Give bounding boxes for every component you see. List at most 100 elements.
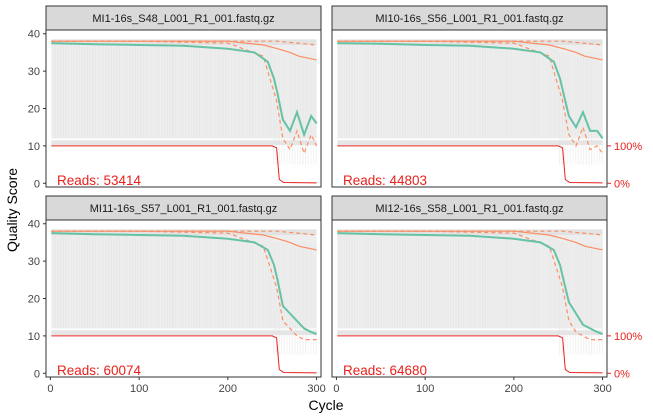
density-column (476, 44, 478, 139)
density-column (140, 234, 142, 329)
density-column (241, 44, 243, 139)
density-column (383, 44, 385, 139)
density-column (195, 44, 198, 139)
density-column (348, 234, 351, 329)
density-column (273, 242, 275, 355)
density-column (124, 234, 126, 329)
y-tick-label: 30 (28, 256, 40, 268)
density-column (444, 234, 446, 329)
density-column (535, 44, 537, 139)
density-column (495, 234, 497, 329)
density-column (171, 44, 174, 139)
quality-density-heatmap (337, 39, 603, 165)
density-column (89, 234, 91, 329)
density-column (535, 234, 537, 329)
x-axis-title: Cycle (308, 397, 343, 413)
density-band (337, 140, 603, 146)
density-column (434, 234, 436, 329)
density-column (487, 234, 489, 329)
density-column (492, 234, 494, 329)
density-column (132, 234, 134, 329)
reads-label: Reads: 53414 (57, 173, 142, 188)
density-column (140, 44, 142, 139)
y-tick-label: 20 (28, 104, 40, 116)
density-column (235, 44, 238, 139)
density-column (503, 234, 505, 329)
density-column (460, 44, 462, 139)
x-tick-label: 200 (219, 383, 237, 395)
density-column (457, 234, 460, 329)
density-column (378, 44, 380, 139)
y-tick-label: 10 (28, 141, 40, 153)
density-column (375, 234, 377, 329)
x-tick-label: 100 (416, 383, 434, 395)
density-column (407, 44, 409, 139)
density-column (177, 234, 179, 329)
density-column (391, 44, 393, 139)
density-column (60, 234, 62, 329)
density-column (508, 44, 510, 139)
series-line-mean (337, 232, 603, 335)
density-column (346, 234, 348, 329)
density-column (89, 44, 91, 139)
density-column (426, 44, 428, 139)
density-column (516, 44, 518, 139)
density-column (356, 234, 359, 329)
density-column (556, 234, 558, 329)
density-column (338, 44, 340, 139)
density-column (378, 234, 380, 329)
y-tick-label: 10 (28, 331, 40, 343)
density-column (310, 242, 312, 355)
density-column (52, 44, 54, 139)
density-column (340, 44, 343, 139)
series-line-q25 (51, 40, 318, 156)
density-column (340, 234, 343, 329)
density-column (94, 234, 96, 329)
density-column (388, 44, 390, 139)
density-column (473, 234, 476, 329)
density-column (78, 234, 81, 329)
density-column (572, 242, 574, 355)
density-column (150, 234, 152, 329)
density-column (113, 234, 115, 329)
density-column (86, 234, 89, 329)
facet-title: MI11-16s_S57_L001_R1_001.fastq.gz (90, 203, 278, 215)
density-column (201, 234, 203, 329)
density-column (396, 44, 398, 139)
y-tick-label: 20 (28, 294, 40, 306)
density-column (68, 44, 70, 139)
density-column (185, 44, 187, 139)
density-column (233, 44, 235, 139)
density-column (294, 52, 296, 165)
density-column (394, 234, 396, 329)
density-column (76, 44, 78, 139)
series-line-mean (337, 42, 604, 139)
density-column (548, 234, 550, 329)
density-column (254, 44, 256, 139)
density-column (513, 234, 516, 329)
density-column (73, 44, 75, 139)
density-column (307, 242, 309, 355)
density-column (259, 44, 261, 139)
series-line-q50 (51, 230, 317, 251)
secondary-tick-label: 0% (614, 178, 630, 190)
density-column (468, 44, 470, 139)
density-band (337, 233, 603, 329)
density-column (473, 44, 476, 139)
density-column (102, 44, 104, 139)
density-column (187, 234, 190, 329)
density-column (484, 44, 486, 139)
density-column (134, 44, 136, 139)
density-column (529, 234, 532, 329)
density-column (599, 52, 601, 165)
density-column (206, 234, 208, 329)
density-column (227, 234, 230, 329)
density-column (219, 234, 222, 329)
density-column (439, 234, 441, 329)
density-column (410, 234, 412, 329)
density-column (65, 44, 67, 139)
density-column (505, 234, 508, 329)
density-column (436, 44, 438, 139)
density-column (359, 234, 361, 329)
density-column (217, 234, 219, 329)
